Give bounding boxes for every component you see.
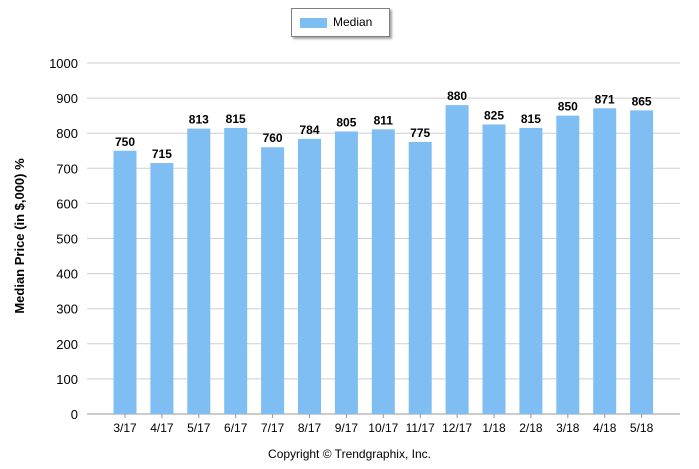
data-label: 815 — [226, 112, 246, 126]
x-tick-label: 8/17 — [298, 421, 322, 435]
y-tick-label: 600 — [56, 196, 78, 211]
x-tick-label: 4/18 — [593, 421, 617, 435]
bar-10-17 — [371, 129, 395, 415]
data-label: 775 — [410, 126, 430, 140]
data-label: 865 — [632, 94, 652, 108]
copyright-footer: Copyright © Trendgraphix, Inc. — [268, 447, 431, 461]
bar-8-17 — [298, 138, 321, 415]
data-label: 811 — [374, 113, 394, 127]
bar-4-17 — [150, 163, 174, 414]
x-axis-ticks: 3/17 4/17 5/17 6/17 7/17 8/17 9/17 10/17 11/17 12… — [113, 414, 654, 435]
y-tick-label: 300 — [56, 302, 78, 317]
y-tick-label: 700 — [56, 161, 78, 176]
data-label: 715 — [152, 147, 172, 161]
legend-label-median: Median — [333, 15, 373, 29]
y-tick-label: 800 — [56, 126, 78, 141]
bar-3-18 — [556, 115, 580, 415]
x-tick-label: 7/17 — [261, 421, 285, 435]
y-tick-label: 100 — [56, 372, 78, 387]
data-label: 805 — [336, 115, 356, 129]
data-label: 815 — [521, 112, 541, 126]
y-tick-label: 500 — [56, 232, 78, 247]
data-label: 850 — [558, 100, 578, 114]
bar-5-18 — [630, 110, 654, 414]
x-tick-label: 1/18 — [482, 421, 506, 435]
legend-swatch-median — [300, 18, 327, 28]
bar-3-17 — [113, 150, 137, 414]
y-axis-ticks: 0 100 200 300 400 500 600 700 800 900 1000 — [49, 56, 78, 422]
bar-5-17 — [187, 128, 211, 414]
x-tick-label: 5/17 — [187, 421, 211, 435]
data-label: 813 — [189, 113, 209, 127]
bar-4-18 — [593, 108, 617, 415]
data-label: 880 — [447, 89, 467, 103]
data-label: 784 — [299, 123, 319, 137]
bar-6-17 — [224, 127, 248, 414]
x-tick-label: 10/17 — [368, 421, 398, 435]
bars — [113, 105, 654, 415]
x-tick-label: 12/17 — [442, 421, 472, 435]
bar-11-17 — [408, 141, 432, 414]
data-label: 760 — [263, 131, 283, 145]
chart-legend: Median — [291, 8, 390, 37]
x-tick-label: 9/17 — [335, 421, 359, 435]
bar-12-17 — [445, 105, 469, 415]
x-tick-label: 4/17 — [150, 421, 174, 435]
x-tick-label: 6/17 — [224, 421, 248, 435]
y-tick-label: 1000 — [49, 56, 78, 71]
bar-2-18 — [519, 127, 543, 414]
y-tick-label: 900 — [56, 91, 78, 106]
y-tick-label: 200 — [56, 337, 78, 352]
bar-9-17 — [334, 131, 358, 414]
y-tick-label: 0 — [71, 407, 78, 422]
data-label: 871 — [595, 92, 615, 106]
bar-1-18 — [482, 124, 506, 415]
y-axis-label: Median Price (in $,000) % — [12, 158, 27, 314]
x-tick-label: 11/17 — [406, 421, 435, 435]
x-tick-label: 3/18 — [556, 421, 580, 435]
data-label: 825 — [484, 108, 504, 122]
y-tick-label: 400 — [56, 267, 78, 282]
x-tick-label: 3/17 — [113, 421, 137, 435]
x-tick-label: 2/18 — [519, 421, 543, 435]
x-tick-label: 5/18 — [630, 421, 654, 435]
data-labels: 750 715 813 815 760 784 805 811 775 880 825 815 850 8… — [115, 89, 652, 161]
bar-7-17 — [261, 147, 285, 415]
data-label: 750 — [115, 135, 135, 149]
